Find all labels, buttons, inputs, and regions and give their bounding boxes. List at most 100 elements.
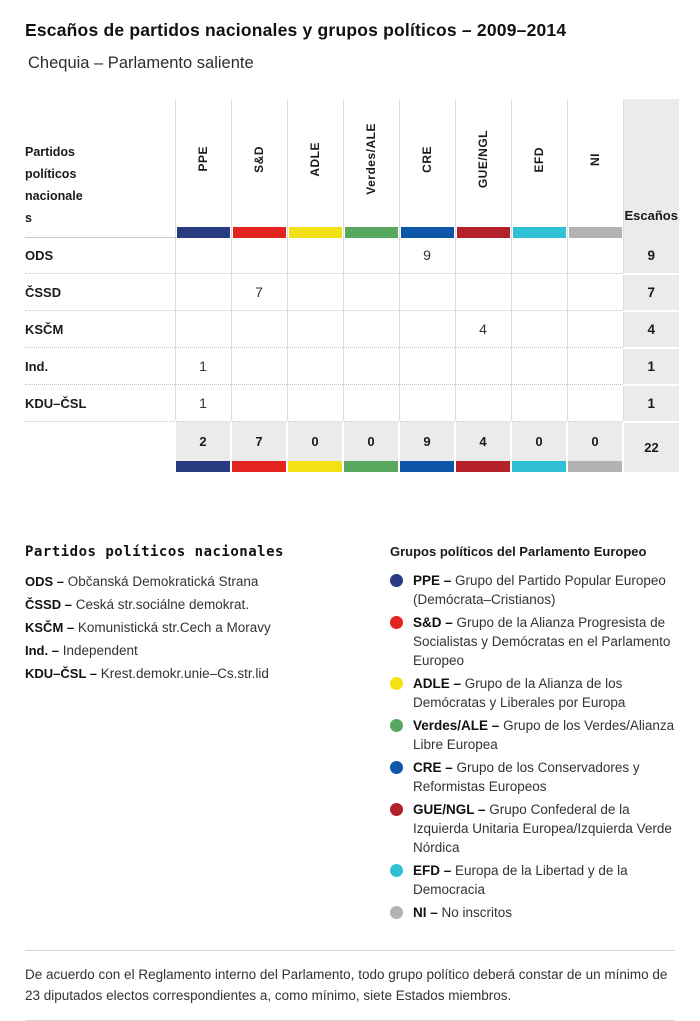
corner-header: Partidos políticos nacionales <box>25 99 175 238</box>
group-column-header-adle: ADLE <box>286 99 343 238</box>
page-title: Escaños de partidos nacionales y grupos … <box>25 20 567 40</box>
total-cell: 0 <box>510 421 567 461</box>
total-cell: 4 <box>454 421 511 461</box>
group-code-label: PPE <box>196 146 210 172</box>
bottom-bars-row <box>25 461 679 472</box>
seat-cell <box>566 347 623 385</box>
seat-cell <box>286 347 343 385</box>
group-code-label: Verdes/ALE <box>364 123 378 196</box>
group-column-header-guengl: GUE/NGL <box>454 99 511 238</box>
group-code-label: CRE <box>420 145 434 173</box>
total-cell: 9 <box>398 421 455 461</box>
group-color-bar <box>344 226 398 238</box>
seat-cell <box>398 347 455 385</box>
group-column-header-ni: NI <box>566 99 623 238</box>
legend-color-dot <box>390 574 403 587</box>
seat-cell: 4 <box>454 310 511 348</box>
group-column-header-cre: CRE <box>398 99 455 238</box>
seat-cell <box>454 273 511 311</box>
legend-item: CRE – Grupo de los Conservadores y Refor… <box>390 758 675 796</box>
group-color-bar <box>456 461 510 472</box>
seats-header-label: Escaños <box>624 207 678 223</box>
seat-cell <box>342 384 399 422</box>
group-code-label: ADLE <box>308 141 322 177</box>
group-color-bar <box>344 461 398 472</box>
legend-item: S&D – Grupo de la Alianza Progresista de… <box>390 613 675 670</box>
footnote: De acuerdo con el Reglamento interno del… <box>25 950 675 1021</box>
seat-cell <box>342 237 399 274</box>
table-row: Ind. 1 1 <box>25 347 679 386</box>
legend-color-dot <box>390 719 403 732</box>
seat-cell <box>398 310 455 348</box>
legend-color-dot <box>390 761 403 774</box>
seat-cell <box>286 237 343 274</box>
table-header-row: Partidos políticos nacionales PPE S&D AD… <box>25 99 679 238</box>
table-row: ČSSD 7 7 <box>25 273 679 312</box>
legend-color-dot <box>390 864 403 877</box>
seat-cell <box>286 384 343 422</box>
group-color-bar <box>568 461 622 472</box>
seat-cell <box>174 310 231 348</box>
seat-cell: 1 <box>174 347 231 385</box>
legend-color-dot <box>390 616 403 629</box>
legend-item: KDU–ČSL – Krest.demokr.unie–Cs.str.lid <box>25 666 269 681</box>
seat-cell <box>342 310 399 348</box>
group-color-bar <box>176 461 230 472</box>
group-legend-heading: Grupos políticos del Parlamento Europeo <box>390 544 647 559</box>
seat-cell <box>510 237 567 274</box>
group-legend: Grupos políticos del Parlamento Europeo … <box>390 544 675 926</box>
table-row: KSČM 4 4 <box>25 310 679 349</box>
seat-cell <box>566 237 623 274</box>
row-total-cell: 9 <box>622 237 679 275</box>
seat-cell <box>342 347 399 385</box>
seat-cell <box>566 273 623 311</box>
group-code-label: NI <box>588 152 602 166</box>
group-code-label: S&D <box>252 145 266 173</box>
group-column-header-efd: EFD <box>510 99 567 238</box>
page-header: Escaños de partidos nacionales y grupos … <box>0 0 700 73</box>
group-color-bar <box>232 226 286 238</box>
legend-item: Verdes/ALE – Grupo de los Verdes/Alianza… <box>390 716 675 754</box>
seat-cell <box>398 273 455 311</box>
party-legend-heading: Partidos políticos nacionales <box>25 544 284 560</box>
seat-cell <box>174 237 231 274</box>
group-color-bar <box>568 226 622 238</box>
group-color-bar <box>512 226 566 238</box>
legend-color-dot <box>390 677 403 690</box>
group-code-label: GUE/NGL <box>476 130 490 189</box>
party-label: ČSSD <box>25 273 175 311</box>
total-cell: 0 <box>342 421 399 461</box>
row-total-cell: 1 <box>622 384 679 423</box>
legend-color-dot <box>390 906 403 919</box>
seat-cell <box>286 273 343 311</box>
group-color-bar <box>456 226 510 238</box>
group-column-header-sd: S&D <box>230 99 287 238</box>
legend-item: ČSSD – Ceská str.sociálne demokrat. <box>25 597 250 612</box>
legend-item: Ind. – Independent <box>25 643 138 658</box>
totals-row: 2 7 0 0 9 4 0 0 22 <box>25 421 679 472</box>
group-column-header-verdes: Verdes/ALE <box>342 99 399 238</box>
seat-cell <box>510 347 567 385</box>
seat-cell: 7 <box>230 273 287 311</box>
group-color-bar <box>176 226 230 238</box>
legend-item: PPE – Grupo del Partido Popular Europeo … <box>390 571 675 609</box>
legend-color-dot <box>390 803 403 816</box>
total-cell: 0 <box>286 421 343 461</box>
group-color-bar <box>288 461 342 472</box>
table-row: ODS 9 9 <box>25 237 679 275</box>
seats-table: Partidos políticos nacionales PPE S&D AD… <box>25 99 679 472</box>
party-label: Ind. <box>25 347 175 385</box>
group-color-bar <box>232 461 286 472</box>
totals-blank-cell <box>25 421 175 461</box>
legend-item: ODS – Občanská Demokratická Strana <box>25 574 259 589</box>
group-color-bar <box>288 226 342 238</box>
page-subtitle: Chequia – Parlamento saliente <box>28 54 254 72</box>
grand-total-cell: 22 <box>622 421 679 472</box>
legend-section: Partidos políticos nacionales ODS – Obča… <box>25 544 675 926</box>
seat-cell <box>230 237 287 274</box>
seat-cell <box>454 384 511 422</box>
seat-cell <box>510 384 567 422</box>
legend-item: GUE/NGL – Grupo Confederal de la Izquier… <box>390 800 675 857</box>
seat-cell <box>342 273 399 311</box>
